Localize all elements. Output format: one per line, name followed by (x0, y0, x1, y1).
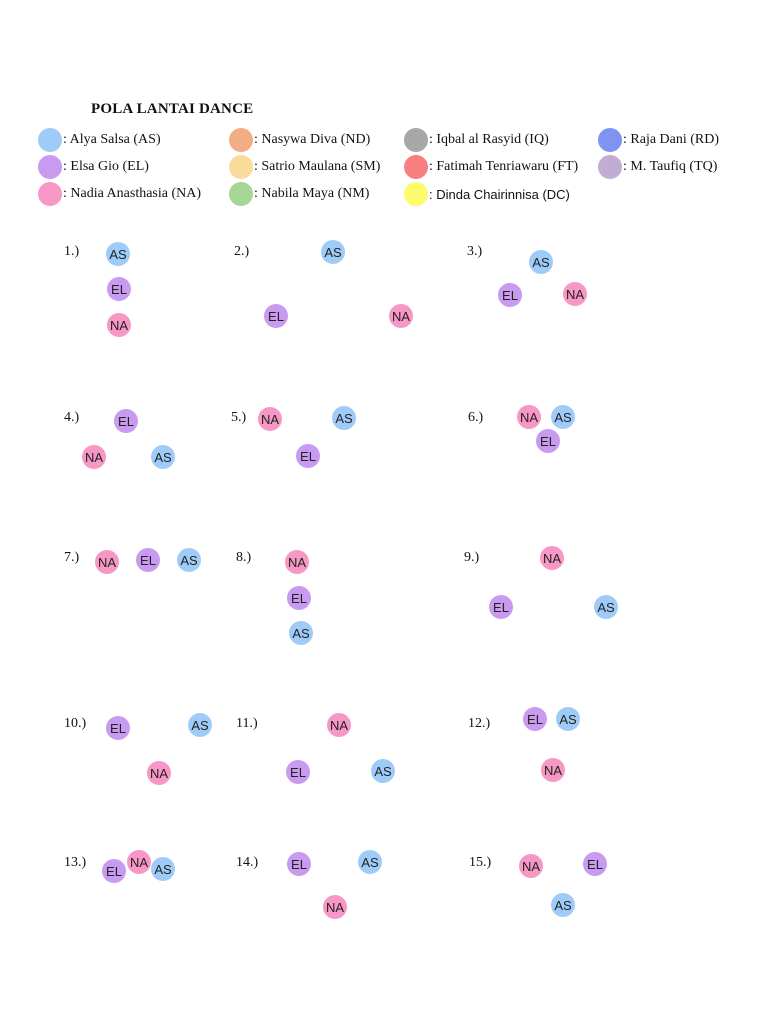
formation-number: 11.) (236, 716, 258, 731)
dancer-el: EL (264, 304, 288, 328)
legend-label: : Satrio Maulana (SM) (254, 159, 381, 174)
dancer-el: EL (287, 586, 311, 610)
legend-item: : Elsa Gio (EL) (38, 155, 149, 179)
dancer-as: AS (151, 445, 175, 469)
dancer-el: EL (296, 444, 320, 468)
formation-number: 13.) (64, 855, 87, 870)
formation-number: 4.) (64, 410, 80, 425)
legend-item: : Nadia Anasthasia (NA) (38, 182, 201, 206)
legend-color-dot (404, 182, 428, 206)
dancer-el: EL (536, 429, 560, 453)
legend-label: : Nasywa Diva (ND) (254, 132, 371, 147)
formation-number: 14.) (236, 855, 259, 870)
dancer-as: AS (556, 707, 580, 731)
legend-label: : Fatimah Tenriawaru (FT) (429, 159, 579, 174)
dancer-na: NA (127, 850, 151, 874)
dancer-na: NA (563, 282, 587, 306)
legend-label: : Raja Dani (RD) (623, 132, 720, 147)
legend-label: : Dinda Chairinnisa (DC) (429, 186, 570, 202)
legend-color-dot (38, 128, 62, 152)
legend-item: : Dinda Chairinnisa (DC) (404, 182, 570, 206)
dancer-as: AS (289, 621, 313, 645)
dancer-as: AS (594, 595, 618, 619)
dancer-as: AS (151, 857, 175, 881)
legend-item: : Nasywa Diva (ND) (229, 128, 370, 152)
dancer-na: NA (323, 895, 347, 919)
dancer-el: EL (102, 859, 126, 883)
dancer-el: EL (107, 277, 131, 301)
legend-item: : Satrio Maulana (SM) (229, 155, 380, 179)
dancer-el: EL (106, 716, 130, 740)
legend-label: : Nadia Anasthasia (NA) (63, 186, 202, 201)
legend-item: : Alya Salsa (AS) (38, 128, 161, 152)
dancer-na: NA (258, 407, 282, 431)
formation-number: 6.) (468, 410, 484, 425)
dancer-el: EL (286, 760, 310, 784)
dancer-el: EL (523, 707, 547, 731)
dancer-el: EL (489, 595, 513, 619)
formation-number: 1.) (64, 244, 80, 259)
dancer-as: AS (551, 405, 575, 429)
legend-label: : Alya Salsa (AS) (63, 132, 161, 147)
formation-number: 2.) (234, 244, 250, 259)
legend-item: : M. Taufiq (TQ) (598, 155, 717, 179)
page-title: POLA LANTAI DANCE (91, 101, 254, 117)
formation-number: 3.) (467, 244, 483, 259)
formation-number: 5.) (231, 410, 247, 425)
dancer-as: AS (551, 893, 575, 917)
legend-color-dot (38, 155, 62, 179)
dancer-el: EL (498, 283, 522, 307)
dancer-as: AS (106, 242, 130, 266)
formation-number: 15.) (469, 855, 492, 870)
dancer-el: EL (287, 852, 311, 876)
dancer-as: AS (371, 759, 395, 783)
dancer-as: AS (177, 548, 201, 572)
dancer-na: NA (541, 758, 565, 782)
legend-color-dot (404, 155, 428, 179)
legend-color-dot (229, 182, 253, 206)
legend-color-dot (404, 128, 428, 152)
dancer-na: NA (147, 761, 171, 785)
formation-number: 9.) (464, 550, 480, 565)
dancer-as: AS (358, 850, 382, 874)
dancer-na: NA (327, 713, 351, 737)
dancer-na: NA (95, 550, 119, 574)
legend-color-dot (598, 155, 622, 179)
legend-label: : Iqbal al Rasyid (IQ) (429, 132, 549, 147)
legend-color-dot (229, 155, 253, 179)
legend-label: : Elsa Gio (EL) (63, 159, 149, 174)
legend-color-dot (38, 182, 62, 206)
dancer-na: NA (82, 445, 106, 469)
legend-item: : Raja Dani (RD) (598, 128, 719, 152)
legend-label: : M. Taufiq (TQ) (623, 159, 718, 174)
dancer-as: AS (529, 250, 553, 274)
legend-color-dot (229, 128, 253, 152)
formation-number: 8.) (236, 550, 252, 565)
dancer-as: AS (321, 240, 345, 264)
dancer-na: NA (285, 550, 309, 574)
dancer-na: NA (107, 313, 131, 337)
formation-number: 10.) (64, 716, 87, 731)
legend-item: : Fatimah Tenriawaru (FT) (404, 155, 578, 179)
dancer-na: NA (519, 854, 543, 878)
dancer-el: EL (136, 548, 160, 572)
legend-color-dot (598, 128, 622, 152)
dancer-el: EL (583, 852, 607, 876)
dancer-na: NA (540, 546, 564, 570)
dancer-el: EL (114, 409, 138, 433)
dancer-na: NA (389, 304, 413, 328)
dancer-as: AS (332, 406, 356, 430)
formation-number: 12.) (468, 716, 491, 731)
legend-item: : Nabila Maya (NM) (229, 182, 369, 206)
dancer-na: NA (517, 405, 541, 429)
legend-label: : Nabila Maya (NM) (254, 186, 370, 201)
dancer-as: AS (188, 713, 212, 737)
formation-number: 7.) (64, 550, 80, 565)
legend-item: : Iqbal al Rasyid (IQ) (404, 128, 549, 152)
